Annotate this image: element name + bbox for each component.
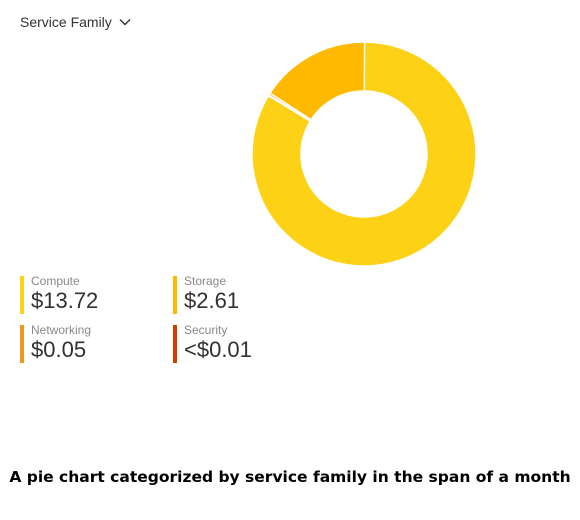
donut-chart — [251, 41, 477, 267]
legend-item-networking: Networking $0.05 — [20, 323, 170, 363]
legend-item-security: Security <$0.01 — [173, 323, 323, 363]
legend-label-storage: Storage — [184, 274, 227, 288]
legend-value-networking: $0.05 — [31, 337, 87, 362]
legend-label-compute: Compute — [31, 274, 80, 288]
legend-item-storage: Storage $2.61 — [173, 274, 323, 314]
legend-swatch-networking — [20, 325, 24, 363]
slice-compute[interactable] — [251, 41, 477, 267]
figure-caption: A pie chart categorized by service famil… — [9, 468, 571, 486]
legend-swatch-security — [173, 325, 177, 363]
legend-label-networking: Networking — [31, 323, 92, 337]
legend-swatch-storage — [173, 276, 177, 314]
legend-value-compute: $13.72 — [31, 288, 99, 313]
chevron-down-icon — [119, 19, 131, 26]
slice-storage[interactable] — [268, 41, 366, 121]
service-family-dropdown[interactable]: Service Family — [20, 14, 131, 30]
legend-label-security: Security — [184, 323, 228, 337]
legend-item-compute: Compute $13.72 — [20, 274, 170, 314]
dropdown-label: Service Family — [20, 14, 112, 30]
legend-swatch-compute — [20, 276, 24, 314]
legend-value-security: <$0.01 — [184, 337, 252, 362]
legend-value-storage: $2.61 — [184, 288, 240, 313]
